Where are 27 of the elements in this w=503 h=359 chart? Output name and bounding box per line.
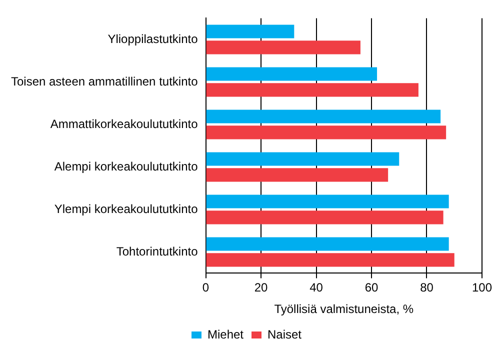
bar: [206, 152, 400, 166]
y-tick-label: Ylempi korkeakoulututkinto: [54, 202, 198, 216]
bar: [206, 194, 449, 208]
x-tick-label: 80: [420, 280, 434, 295]
bar: [206, 126, 446, 140]
y-tick-label: Ylioppilastutkinto: [108, 32, 198, 46]
x-tick-label: 0: [202, 280, 210, 295]
y-tick-label: Alempi korkeakoulututkinto: [54, 159, 198, 174]
bar: [206, 253, 454, 267]
x-tick-label: 100: [472, 280, 492, 295]
bar: [206, 40, 360, 54]
x-tick-label: 60: [364, 280, 378, 295]
y-tick-label: Tohtorintutkinto: [116, 244, 198, 258]
bar: [206, 237, 449, 251]
bar: [206, 168, 388, 182]
legend-label: Naiset: [268, 327, 302, 342]
bar: [206, 24, 294, 38]
x-axis-title: Työllisiä valmistuneista, %: [274, 302, 414, 316]
x-tick-label: 40: [310, 280, 324, 295]
bar: [206, 83, 418, 97]
y-tick-label: Toisen asteen ammatillinen tutkinto: [10, 74, 198, 88]
bar: [206, 110, 441, 124]
bar: [206, 67, 378, 81]
x-tick-label: 20: [254, 280, 268, 295]
legend-label: Miehet: [207, 327, 244, 342]
y-tick-label: Ammattikorkeakoulututkinto: [50, 116, 198, 131]
bar: [206, 210, 444, 224]
